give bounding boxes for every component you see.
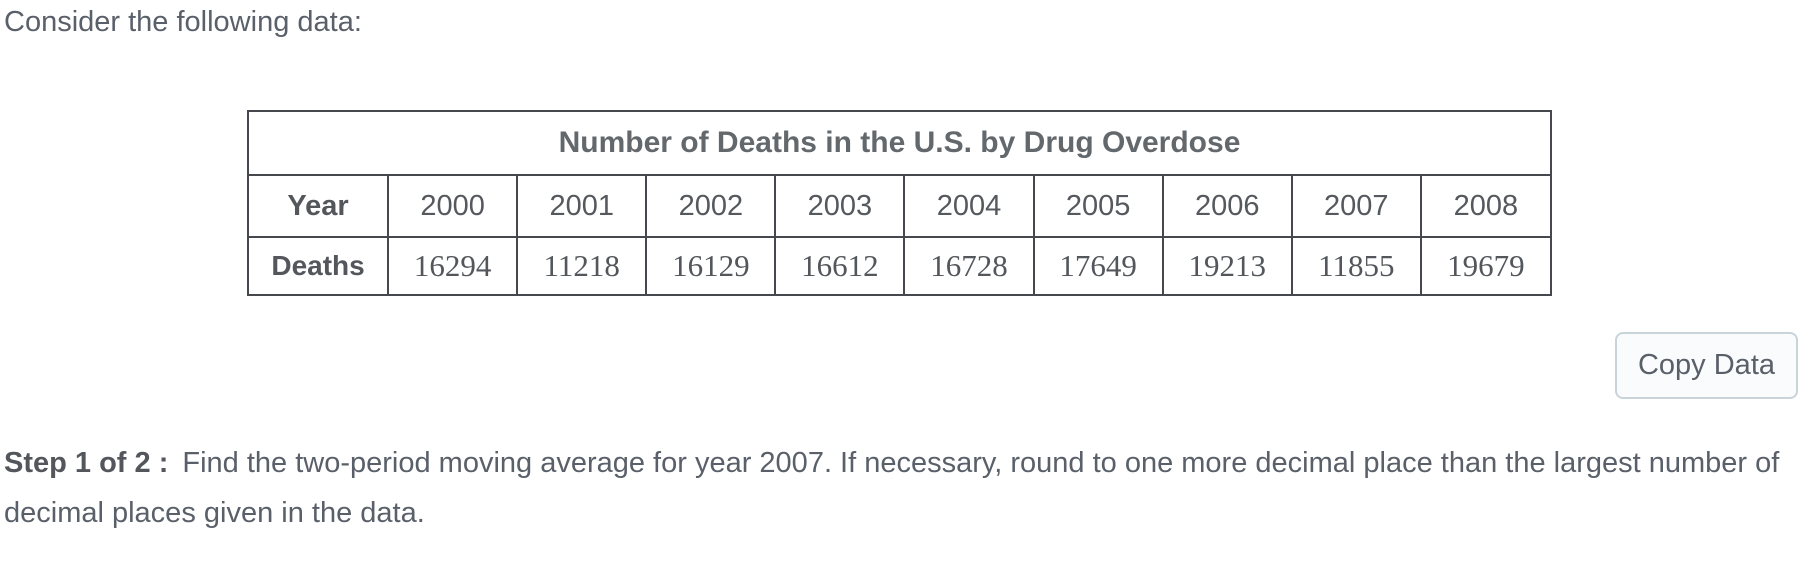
intro-text: Consider the following data: xyxy=(4,6,362,38)
deaths-cell: 17649 xyxy=(1032,236,1164,296)
step-label: Step 1 of 2 : xyxy=(4,447,169,479)
year-cell: 2001 xyxy=(516,174,648,238)
year-cell: 2002 xyxy=(645,174,777,238)
data-table: Number of Deaths in the U.S. by Drug Ove… xyxy=(246,110,1553,296)
year-row: Year 2000 2001 2002 2003 2004 2005 2006 … xyxy=(246,174,1553,238)
year-cell: 2005 xyxy=(1032,174,1164,238)
year-cell: 2004 xyxy=(903,174,1035,238)
row-header-deaths: Deaths xyxy=(246,236,390,296)
deaths-cell: 16612 xyxy=(774,236,906,296)
deaths-cell: 16728 xyxy=(903,236,1035,296)
deaths-cell: 19213 xyxy=(1161,236,1293,296)
table-title-row: Number of Deaths in the U.S. by Drug Ove… xyxy=(247,110,1552,176)
year-cell: 2008 xyxy=(1419,174,1553,238)
year-cell: 2006 xyxy=(1161,174,1293,238)
deaths-cell: 19679 xyxy=(1419,236,1553,296)
table-title: Number of Deaths in the U.S. by Drug Ove… xyxy=(247,110,1552,176)
copy-data-button[interactable]: Copy Data xyxy=(1615,332,1798,399)
step-instruction: Step 1 of 2 : Find the two-period moving … xyxy=(4,438,1804,538)
deaths-cell: 16294 xyxy=(387,236,519,296)
year-cell: 2007 xyxy=(1290,174,1422,238)
deaths-row: Deaths 16294 11218 16129 16612 16728 176… xyxy=(246,236,1553,296)
step-text: Find the two-period moving average for y… xyxy=(4,447,1780,529)
row-header-year: Year xyxy=(246,174,390,238)
deaths-cell: 16129 xyxy=(645,236,777,296)
deaths-cell: 11218 xyxy=(516,236,648,296)
year-cell: 2003 xyxy=(774,174,906,238)
deaths-cell: 11855 xyxy=(1290,236,1422,296)
year-cell: 2000 xyxy=(387,174,519,238)
